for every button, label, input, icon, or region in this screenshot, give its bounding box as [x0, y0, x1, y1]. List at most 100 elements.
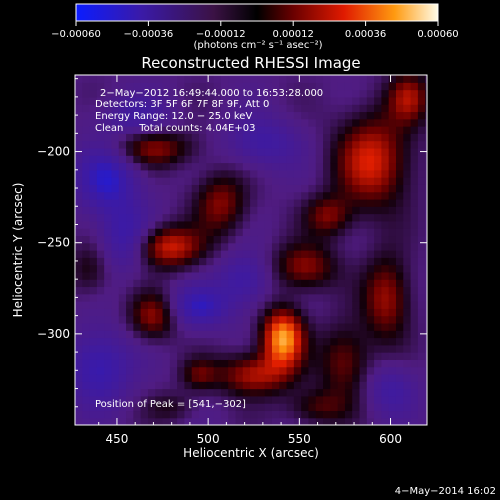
heatmap-cell — [220, 264, 229, 273]
heatmap-cell — [133, 359, 142, 368]
heatmap-cell — [213, 82, 222, 91]
heatmap-cell — [410, 155, 419, 164]
heatmap-cell — [286, 191, 295, 200]
heatmap-cell — [279, 126, 288, 134]
heatmap-cell — [410, 373, 419, 382]
heatmap-cell — [89, 366, 98, 375]
heatmap-cell — [264, 381, 273, 390]
heatmap-cell — [395, 403, 404, 412]
heatmap-cell — [374, 293, 383, 302]
heatmap-cell — [403, 96, 412, 105]
heatmap-cell — [96, 177, 105, 185]
heatmap-cell — [323, 198, 331, 207]
heatmap-cell — [111, 359, 120, 368]
heatmap-cell — [257, 89, 266, 98]
heatmap-cell — [75, 373, 83, 382]
heatmap-cell — [308, 235, 317, 244]
heatmap-cell — [75, 206, 83, 215]
heatmap-cell — [330, 89, 339, 98]
heatmap-cell — [359, 118, 368, 127]
heatmap-cell — [250, 104, 258, 113]
heatmap-cell — [250, 228, 258, 237]
heatmap-cell — [308, 366, 317, 375]
heatmap-cell — [118, 82, 127, 91]
heatmap-cell — [286, 111, 295, 120]
heatmap-cell — [425, 126, 427, 134]
heatmap-cell — [381, 213, 390, 222]
heatmap-cell — [388, 366, 397, 375]
heatmap-cell — [118, 381, 127, 390]
heatmap-cell — [213, 366, 222, 375]
heatmap-cell — [228, 126, 237, 134]
heatmap-cell — [359, 286, 368, 295]
heatmap-cell — [111, 235, 120, 244]
heatmap-cell — [213, 337, 222, 346]
heatmap-cell — [308, 279, 317, 288]
heatmap-cell — [352, 235, 361, 244]
heatmap-cell — [126, 96, 134, 105]
heatmap-cell — [352, 395, 361, 404]
heatmap-cell — [147, 118, 156, 127]
heatmap-cell — [410, 169, 419, 178]
heatmap-cell — [235, 169, 244, 178]
x-tick-label: 500 — [197, 432, 220, 446]
heatmap-cell — [323, 213, 331, 222]
heatmap-cell — [191, 250, 200, 258]
heatmap-cell — [286, 155, 295, 164]
heatmap-cell — [118, 264, 127, 273]
heatmap-cell — [104, 322, 113, 331]
heatmap-cell — [366, 403, 375, 412]
heatmap-cell — [330, 395, 339, 404]
heatmap-cell — [177, 366, 186, 375]
heatmap-cell — [206, 337, 215, 346]
heatmap-cell — [147, 395, 156, 404]
heatmap-cell — [169, 126, 178, 134]
heatmap-cell — [279, 169, 288, 178]
heatmap-cell — [162, 301, 171, 309]
heatmap-cell — [403, 250, 412, 258]
heatmap-cell — [264, 213, 273, 222]
heatmap-cell — [366, 140, 375, 149]
heatmap-cell — [82, 162, 91, 171]
heatmap-cell — [191, 337, 200, 346]
heatmap-cell — [293, 177, 302, 185]
heatmap-cell — [344, 162, 353, 171]
heatmap-cell — [75, 155, 83, 164]
heatmap-cell — [250, 403, 258, 412]
heatmap-cell — [75, 271, 83, 280]
heatmap-cell — [388, 75, 397, 83]
heatmap-cell — [220, 381, 229, 390]
heatmap-cell — [89, 111, 98, 120]
heatmap-cell — [315, 140, 324, 149]
heatmap-cell — [96, 403, 105, 412]
heatmap-cell — [126, 257, 134, 266]
heatmap-cell — [388, 395, 397, 404]
heatmap-cell — [162, 264, 171, 273]
heatmap-cell — [410, 118, 419, 127]
heatmap-cell — [89, 403, 98, 412]
heatmap-cell — [228, 184, 237, 193]
heatmap-cell — [104, 147, 113, 156]
heatmap-cell — [191, 322, 200, 331]
heatmap-cell — [213, 395, 222, 404]
heatmap-cell — [184, 410, 193, 419]
heatmap-cell — [213, 206, 222, 215]
heatmap-cell — [199, 198, 207, 207]
heatmap-cell — [417, 198, 426, 207]
heatmap-cell — [352, 279, 361, 288]
heatmap-cell — [425, 206, 427, 215]
heatmap-cell — [104, 271, 113, 280]
heatmap-cell — [155, 403, 164, 412]
heatmap-cell — [366, 264, 375, 273]
heatmap-cell — [337, 162, 346, 171]
heatmap-cell — [286, 330, 295, 339]
heatmap-cell — [395, 140, 404, 149]
heatmap-cell — [330, 271, 339, 280]
heatmap-cell — [330, 184, 339, 193]
heatmap-cell — [82, 133, 91, 142]
heatmap-cell — [126, 118, 134, 127]
heatmap-cell — [155, 177, 164, 185]
heatmap-cell — [220, 104, 229, 113]
heatmap-cell — [162, 89, 171, 98]
heatmap-cell — [366, 293, 375, 302]
